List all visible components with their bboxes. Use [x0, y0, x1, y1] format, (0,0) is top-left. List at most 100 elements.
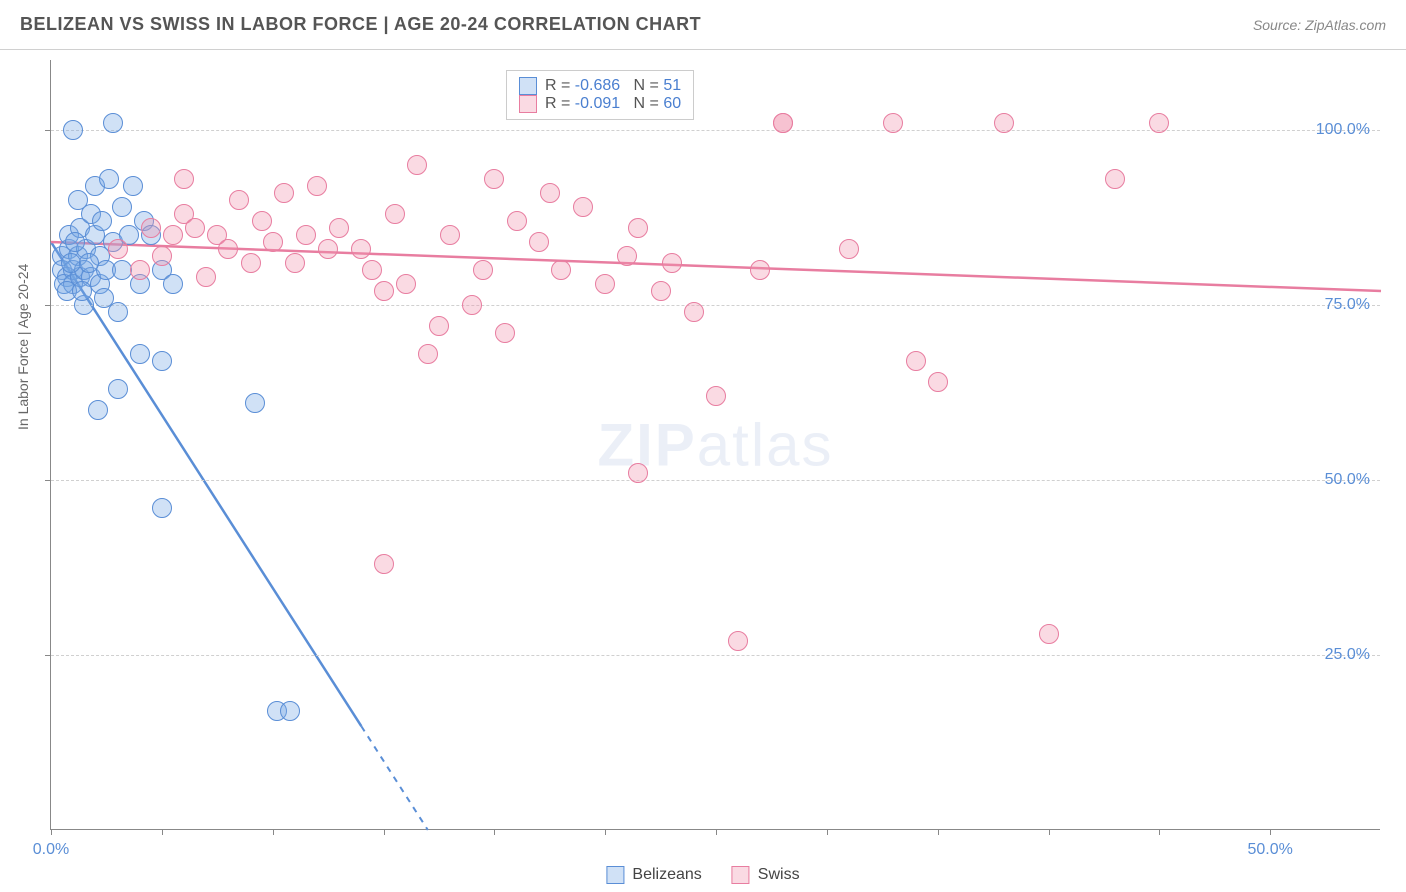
data-point [92, 211, 112, 231]
data-point [928, 372, 948, 392]
data-point [374, 554, 394, 574]
data-point [79, 253, 99, 273]
data-point [218, 239, 238, 259]
data-point [495, 323, 515, 343]
page-title: BELIZEAN VS SWISS IN LABOR FORCE | AGE 2… [20, 14, 701, 35]
series-legend: Belizeans Swiss [606, 866, 799, 884]
data-point [130, 344, 150, 364]
data-point [163, 274, 183, 294]
data-point [994, 113, 1014, 133]
data-point [462, 295, 482, 315]
data-point [307, 176, 327, 196]
data-point [883, 113, 903, 133]
y-tick [45, 480, 51, 481]
data-point [88, 400, 108, 420]
data-point [263, 232, 283, 252]
x-tick [1159, 829, 1160, 835]
data-point [285, 253, 305, 273]
data-point [628, 463, 648, 483]
gridline [51, 305, 1380, 306]
x-tick-label: 50.0% [1247, 841, 1292, 859]
data-point [112, 197, 132, 217]
data-point [551, 260, 571, 280]
data-point [229, 190, 249, 210]
data-point [540, 183, 560, 203]
x-tick [494, 829, 495, 835]
data-point [318, 239, 338, 259]
data-point [99, 169, 119, 189]
header-bar: BELIZEAN VS SWISS IN LABOR FORCE | AGE 2… [0, 0, 1406, 50]
y-tick-label: 100.0% [1316, 121, 1370, 139]
x-tick [716, 829, 717, 835]
gridline [51, 130, 1380, 131]
data-point [839, 239, 859, 259]
data-point [1105, 169, 1125, 189]
data-point [241, 253, 261, 273]
y-tick-label: 25.0% [1325, 646, 1370, 664]
y-tick [45, 305, 51, 306]
data-point [329, 218, 349, 238]
legend-row: R = -0.686 N = 51 [519, 77, 681, 95]
correlation-legend: R = -0.686 N = 51R = -0.091 N = 60 [506, 70, 694, 120]
data-point [573, 197, 593, 217]
data-point [94, 288, 114, 308]
data-point [507, 211, 527, 231]
data-point [617, 246, 637, 266]
data-point [163, 225, 183, 245]
data-point [628, 218, 648, 238]
x-tick [827, 829, 828, 835]
data-point [429, 316, 449, 336]
data-point [473, 260, 493, 280]
data-point [152, 246, 172, 266]
data-point [1039, 624, 1059, 644]
data-point [108, 379, 128, 399]
source-attribution: Source: ZipAtlas.com [1253, 17, 1386, 33]
data-point [72, 281, 92, 301]
y-tick [45, 130, 51, 131]
data-point [108, 239, 128, 259]
data-point [662, 253, 682, 273]
y-tick-label: 75.0% [1325, 296, 1370, 314]
data-point [684, 302, 704, 322]
data-point [196, 267, 216, 287]
x-tick-label: 0.0% [33, 841, 69, 859]
legend-swatch [519, 77, 537, 95]
data-point [484, 169, 504, 189]
legend-swatch [606, 866, 624, 884]
data-point [595, 274, 615, 294]
y-tick [45, 655, 51, 656]
data-point [63, 120, 83, 140]
data-point [706, 386, 726, 406]
data-point [141, 218, 161, 238]
data-point [130, 260, 150, 280]
data-point [362, 260, 382, 280]
data-point [385, 204, 405, 224]
x-tick [938, 829, 939, 835]
data-point [773, 113, 793, 133]
data-point [374, 281, 394, 301]
data-point [351, 239, 371, 259]
data-point [245, 393, 265, 413]
legend-row: R = -0.091 N = 60 [519, 95, 681, 113]
x-tick [162, 829, 163, 835]
data-point [123, 176, 143, 196]
y-tick-label: 50.0% [1325, 471, 1370, 489]
data-point [103, 113, 123, 133]
legend-text: R = -0.091 N = 60 [545, 95, 681, 113]
legend-label: Belizeans [632, 866, 701, 884]
legend-text: R = -0.686 N = 51 [545, 77, 681, 95]
gridline [51, 655, 1380, 656]
legend-swatch [519, 95, 537, 113]
data-point [274, 183, 294, 203]
x-tick [1049, 829, 1050, 835]
data-point [440, 225, 460, 245]
data-point [65, 232, 85, 252]
data-point [1149, 113, 1169, 133]
data-point [185, 218, 205, 238]
data-point [651, 281, 671, 301]
legend-item: Swiss [732, 866, 800, 884]
x-tick [1270, 829, 1271, 835]
data-point [174, 169, 194, 189]
data-point [152, 498, 172, 518]
data-point [252, 211, 272, 231]
